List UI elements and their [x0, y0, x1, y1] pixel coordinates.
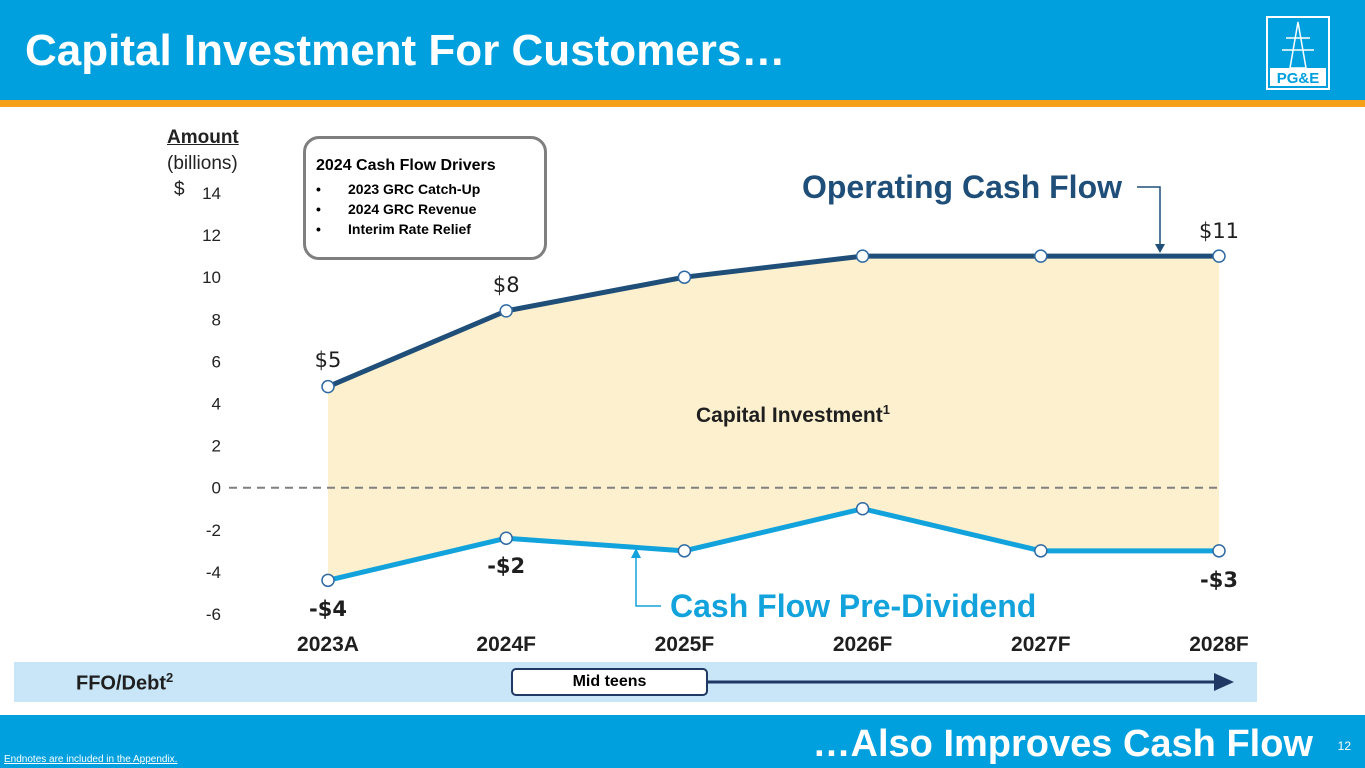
drivers-item: Interim Rate Relief: [316, 219, 534, 239]
axis-label-dollar: $: [174, 179, 185, 200]
cfpd-callout-leader: [635, 556, 661, 607]
y-tick-label: 14: [202, 184, 221, 203]
x-tick-label: 2023A: [297, 633, 359, 656]
cfpd-point: [499, 531, 513, 545]
y-tick-label: 0: [212, 479, 221, 498]
y-tick-label: -4: [206, 563, 221, 582]
ffo-label-sup: 2: [166, 670, 174, 685]
footer-tagline: …Also Improves Cash Flow: [812, 723, 1313, 765]
ffo-arrow: [700, 673, 1234, 691]
data-label-cfpd: -$3: [1200, 568, 1238, 592]
data-label-ocf: $5: [315, 348, 342, 372]
page-number: 12: [1337, 739, 1351, 753]
cash-flow-drivers-box: 2024 Cash Flow Drivers 2023 GRC Catch-Up…: [303, 136, 547, 260]
ocf-point: [321, 379, 335, 394]
cfpd-callout: Cash Flow Pre-Dividend: [670, 588, 1036, 624]
y-tick-label: -6: [206, 605, 221, 624]
drivers-title: 2024 Cash Flow Drivers: [316, 157, 496, 174]
ffo-label: FFO/Debt2: [76, 670, 173, 696]
area-label-sup: 1: [883, 402, 890, 417]
ocf-line: [327, 253, 1219, 389]
header-bar: Capital Investment For Customers… PG&E: [0, 0, 1365, 100]
y-tick-label: 10: [202, 268, 221, 287]
ffo-value-box: Mid teens: [511, 668, 708, 696]
axis-label-amount: Amount: [167, 127, 239, 148]
cfpd-point: [1212, 544, 1226, 558]
axis-label-units: (billions): [167, 153, 238, 174]
ocf-point: [855, 249, 870, 263]
endnote-link[interactable]: Endnotes are included in the Appendix.: [4, 754, 178, 765]
x-tick-label: 2025F: [655, 633, 715, 656]
y-tick-label: -2: [206, 521, 221, 540]
drivers-item: 2024 GRC Revenue: [316, 199, 534, 219]
ocf-point: [499, 304, 513, 318]
y-tick-label: 8: [212, 310, 221, 329]
y-tick-label: 4: [212, 395, 221, 414]
cfpd-point: [855, 502, 870, 516]
cfpd-point: [1034, 544, 1048, 558]
capital-investment-area: [328, 256, 1219, 581]
y-tick-label: 6: [212, 352, 221, 371]
data-label-ocf: $11: [1199, 219, 1239, 243]
data-label-cfpd: -$2: [487, 554, 525, 578]
footer-bar: …Also Improves Cash Flow 12 Endnotes are…: [0, 715, 1365, 768]
ocf-point: [677, 270, 692, 284]
data-label-cfpd: -$4: [309, 597, 347, 621]
ocf-callout: Operating Cash Flow: [802, 169, 1122, 205]
data-label-ocf: $8: [493, 273, 520, 297]
ocf-callout-arrowhead: [1155, 244, 1165, 253]
logo-text: PG&E: [1277, 70, 1320, 87]
y-tick-label: 2: [212, 437, 221, 456]
pge-logo: PG&E: [1266, 16, 1330, 90]
ocf-point: [1212, 249, 1226, 263]
cfpd-callout-arrowhead: [631, 548, 641, 558]
x-tick-label: 2026F: [833, 633, 893, 656]
ocf-callout-leader: [1137, 186, 1161, 246]
area-label: Capital Investment1: [696, 402, 890, 427]
x-tick-label: 2024F: [476, 633, 536, 656]
page-title: Capital Investment For Customers…: [25, 26, 786, 75]
ocf-point: [1034, 249, 1048, 263]
cfpd-point: [321, 573, 335, 588]
ffo-label-text: FFO/Debt: [76, 672, 166, 695]
drivers-item: 2023 GRC Catch-Up: [316, 179, 534, 199]
cfpd-point: [677, 544, 692, 558]
x-tick-label: 2028F: [1189, 633, 1249, 656]
drivers-list: 2023 GRC Catch-Up 2024 GRC Revenue Inter…: [316, 179, 534, 239]
y-tick-label: 12: [202, 226, 221, 245]
x-tick-label: 2027F: [1011, 633, 1071, 656]
cfpd-line: [327, 506, 1219, 583]
header-accent-stripe: [0, 100, 1365, 107]
